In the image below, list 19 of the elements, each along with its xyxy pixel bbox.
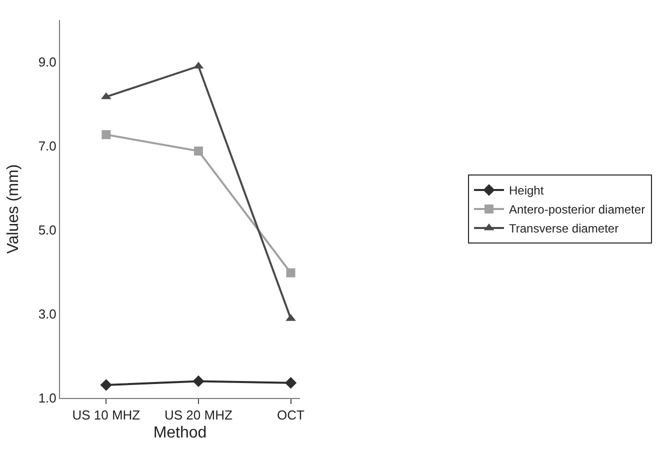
- x-tick-label: US 10 MHZ: [72, 408, 140, 423]
- legend-label: Transverse diameter: [509, 222, 619, 236]
- y-tick-label: 3.0: [38, 306, 56, 322]
- y-tick-label: 1.0: [38, 390, 56, 406]
- point: [194, 146, 203, 156]
- legend-label: Height: [509, 184, 544, 198]
- y-tick-label: 9.0: [38, 54, 56, 70]
- y-tick-label: 7.0: [38, 138, 56, 154]
- y-axis-title: Values (mm): [5, 164, 22, 254]
- point: [284, 377, 297, 389]
- x-tick-label: OCT: [277, 408, 305, 423]
- point: [100, 379, 112, 391]
- x-axis-title: Method: [153, 424, 207, 442]
- point: [192, 375, 204, 388]
- point: [102, 130, 111, 140]
- x-tick-label: US 20 MHZ: [164, 408, 232, 423]
- y-tick-label: 5.0: [38, 222, 56, 238]
- point: [286, 268, 296, 278]
- legend-label: Antero-posterior diameter: [509, 202, 646, 217]
